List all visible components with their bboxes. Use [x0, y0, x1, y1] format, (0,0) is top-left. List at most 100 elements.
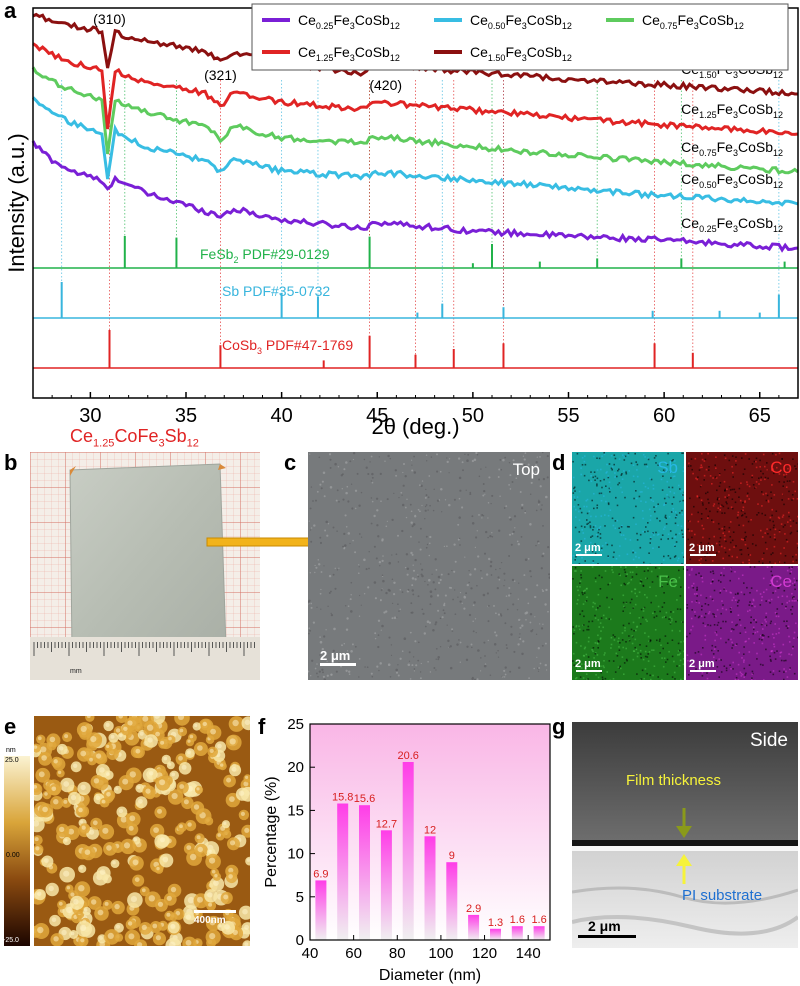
grain — [347, 500, 350, 503]
grain — [405, 553, 409, 556]
eds-pixel — [721, 512, 723, 514]
eds-pixel — [597, 593, 600, 596]
eds-pixel — [767, 477, 769, 480]
eds-pixel — [725, 620, 727, 623]
eds-pixel — [698, 559, 701, 562]
afm-grain-highlight — [171, 772, 176, 777]
eds-pixel — [625, 641, 627, 643]
grain — [497, 650, 499, 652]
grain — [428, 621, 432, 624]
eds-element-label: Sb — [657, 458, 678, 477]
grain — [541, 452, 544, 454]
eds-pixel — [773, 524, 775, 527]
grain — [420, 662, 422, 665]
eds-pixel — [743, 667, 746, 670]
grain — [350, 483, 353, 485]
eds-pixel — [575, 555, 577, 558]
afm-grain-highlight — [171, 792, 178, 800]
grain — [398, 610, 400, 612]
eds-pixel — [762, 472, 764, 475]
eds-pixel — [582, 593, 584, 596]
eds-pixel — [725, 669, 728, 672]
eds-pixel — [675, 541, 678, 543]
eds-pixel — [715, 467, 717, 469]
eds-pixel — [753, 566, 756, 568]
eds-pixel — [643, 606, 646, 609]
eds-pixel — [717, 502, 720, 505]
eds-pixel — [757, 512, 760, 514]
bar-value-label: 1.6 — [531, 914, 546, 926]
eds-pixel — [795, 600, 797, 602]
grain — [510, 625, 513, 628]
eds-pixel — [607, 583, 609, 586]
eds-pixel — [664, 516, 667, 518]
grain — [453, 498, 456, 501]
grain — [497, 613, 501, 616]
eds-pixel — [688, 674, 690, 676]
eds-pixel — [754, 631, 757, 634]
grain — [389, 675, 392, 678]
eds-pixel — [595, 674, 597, 676]
eds-pixel — [590, 471, 592, 473]
grain — [314, 571, 316, 574]
eds-pixel — [714, 639, 716, 642]
grain — [323, 635, 326, 638]
eds-pixel — [689, 558, 692, 561]
series-label: Ce0.25Fe3CoSb12 — [681, 215, 783, 234]
eds-pixel — [628, 581, 630, 584]
eds-pixel — [594, 577, 597, 579]
eds-pixel — [614, 457, 617, 460]
eds-pixel — [592, 560, 595, 562]
eds-pixel — [725, 501, 727, 503]
grain — [519, 633, 521, 635]
grain — [371, 476, 374, 479]
eds-pixel — [605, 472, 607, 474]
eds-pixel — [589, 521, 591, 523]
eds-pixel — [793, 596, 795, 598]
grain — [370, 497, 373, 499]
eds-pixel — [575, 570, 577, 572]
eds-pixel — [742, 506, 745, 509]
eds-pixel — [624, 627, 626, 629]
grain — [308, 599, 311, 602]
afm-grain-highlight — [34, 784, 37, 789]
grain — [370, 455, 373, 458]
y-axis-label: Intensity (a.u.) — [4, 133, 29, 272]
eds-pixel — [603, 478, 605, 481]
x-tick-label: 40 — [302, 945, 319, 962]
grain — [374, 632, 377, 635]
eds-pixel — [708, 537, 711, 540]
eds-pixel — [689, 497, 691, 500]
eds-pixel — [705, 508, 707, 510]
eds-pixel — [605, 617, 607, 620]
grain — [545, 669, 548, 671]
x-axis-label: 2θ (deg.) — [371, 414, 459, 439]
eds-pixel — [636, 469, 638, 471]
eds-pixel — [713, 589, 716, 592]
eds-pixel — [632, 607, 635, 609]
grain — [324, 529, 327, 532]
grain — [459, 489, 462, 492]
eds-pixel — [572, 492, 575, 494]
eds-pixel — [715, 634, 718, 636]
eds-pixel — [744, 501, 746, 503]
eds-pixel — [704, 639, 707, 641]
afm-grain-highlight — [179, 824, 183, 829]
eds-pixel — [686, 635, 688, 638]
eds-pixel — [582, 624, 585, 626]
eds-pixel — [596, 477, 599, 480]
eds-pixel — [788, 635, 790, 638]
grain — [384, 460, 386, 463]
eds-pixel — [675, 514, 678, 516]
eds-pixel — [591, 566, 594, 568]
afm-texture — [34, 716, 250, 946]
eds-pixel — [586, 545, 588, 547]
grain — [338, 500, 340, 503]
eds-pixel — [674, 555, 677, 557]
grain — [487, 620, 490, 623]
y-tick-label: 20 — [287, 759, 304, 776]
eds-pixel — [580, 576, 583, 579]
x-tick-label: 100 — [428, 945, 453, 962]
eds-pixel — [742, 501, 744, 504]
afm-grain-highlight — [59, 746, 64, 751]
